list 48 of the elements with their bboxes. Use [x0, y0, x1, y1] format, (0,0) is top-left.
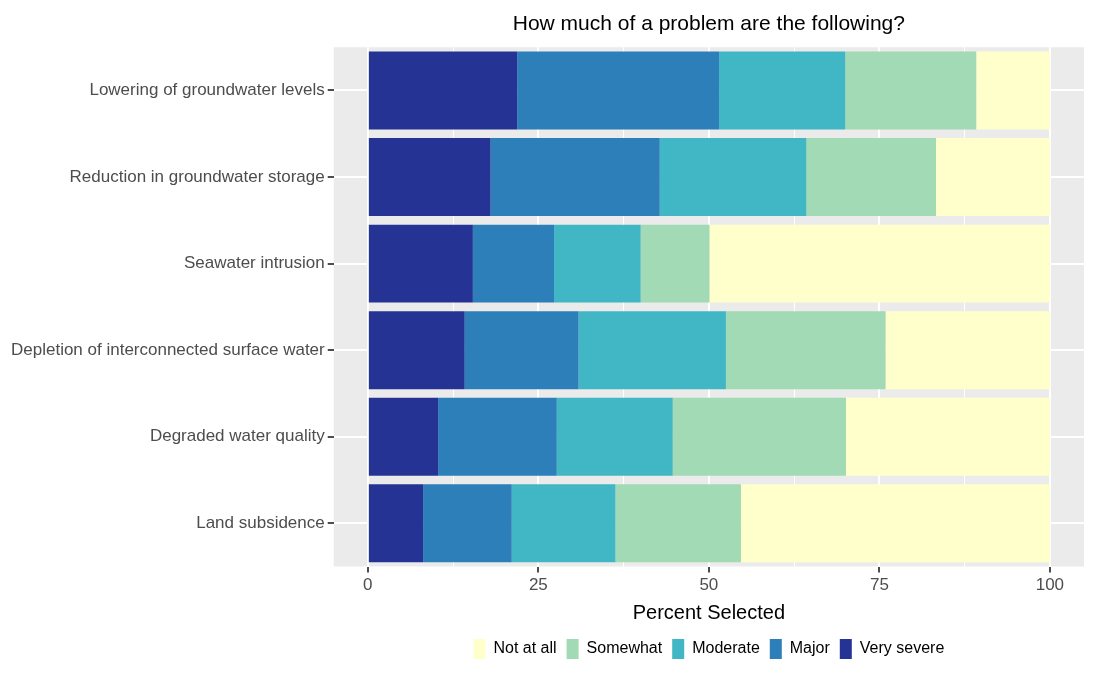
- bar: [976, 51, 1050, 130]
- bar: [368, 484, 424, 563]
- legend-label: Major: [789, 639, 831, 657]
- bar: [659, 138, 807, 217]
- x-tick-label: 75: [869, 575, 889, 595]
- bar: [368, 311, 465, 390]
- bar: [472, 224, 555, 303]
- y-tick-label: Degraded water quality: [149, 426, 326, 446]
- bar: [368, 138, 491, 217]
- y-tick-label: Depletion of interconnected surface water: [10, 339, 326, 359]
- bar: [845, 51, 977, 130]
- bar: [615, 484, 741, 563]
- bar: [719, 51, 846, 130]
- bar: [845, 397, 1050, 476]
- bar: [423, 484, 512, 563]
- bar: [740, 484, 1050, 563]
- bar: [368, 51, 518, 130]
- x-axis-title: Percent Selected: [632, 600, 786, 623]
- bar: [556, 397, 673, 476]
- bar: [806, 138, 936, 217]
- y-tick-label: Land subsidence: [196, 513, 325, 532]
- bar: [885, 311, 1050, 390]
- x-tick-label: 0: [363, 575, 373, 595]
- bar: [464, 311, 579, 390]
- bar: [640, 224, 710, 303]
- legend-label: Moderate: [692, 639, 760, 657]
- bar: [672, 397, 846, 476]
- bar: [725, 311, 886, 390]
- y-tick-label: Reduction in groundwater storage: [69, 166, 325, 186]
- bar: [935, 138, 1050, 217]
- y-tick-label: Lowering of groundwater levels: [89, 80, 325, 100]
- bar: [490, 138, 660, 217]
- legend-label: Somewhat: [586, 639, 663, 657]
- legend-label: Very severe: [859, 639, 945, 657]
- bar: [709, 224, 1050, 303]
- chart-title: How much of a problem are the following?: [512, 11, 905, 35]
- x-tick-label: 25: [528, 575, 548, 595]
- x-tick-label: 50: [699, 575, 719, 595]
- x-tick-label: 100: [1035, 575, 1065, 595]
- bar: [511, 484, 616, 563]
- y-tick-label: Seawater intrusion: [183, 253, 325, 273]
- bar: [578, 311, 726, 390]
- bar: [368, 397, 439, 476]
- bar: [368, 224, 473, 303]
- bar: [438, 397, 557, 476]
- bar: [517, 51, 720, 130]
- legend-label: Not at all: [493, 639, 557, 657]
- bar: [554, 224, 641, 303]
